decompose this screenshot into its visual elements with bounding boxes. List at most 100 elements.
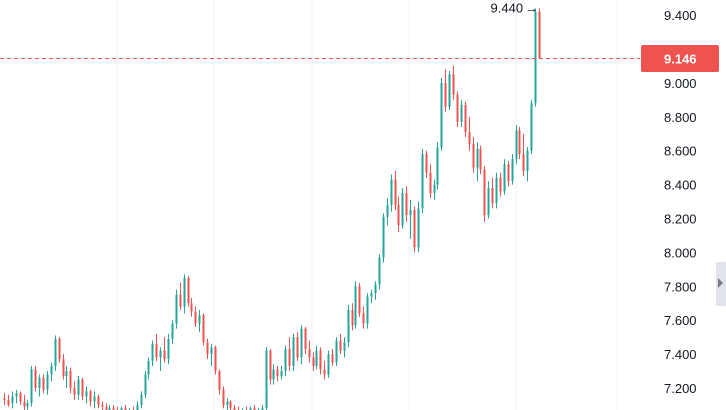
candle[interactable] [233,404,236,410]
candle[interactable] [503,159,506,195]
candle[interactable] [242,408,244,410]
candle[interactable] [190,298,193,317]
candle[interactable] [460,99,463,127]
candle[interactable] [354,281,357,329]
candle[interactable] [425,150,428,178]
candle[interactable] [351,303,354,331]
candle[interactable] [54,335,57,372]
candle[interactable] [319,347,322,375]
candle[interactable] [26,399,29,410]
candle[interactable] [136,401,139,410]
candle[interactable] [433,179,436,200]
candle[interactable] [429,164,432,199]
candle[interactable] [3,393,6,405]
candle[interactable] [50,362,53,382]
candle[interactable] [507,160,510,187]
candle[interactable] [483,165,486,222]
candle[interactable] [487,181,490,219]
candle[interactable] [378,254,381,290]
candle[interactable] [167,333,170,365]
candle[interactable] [284,345,287,377]
candle[interactable] [308,340,311,363]
candle[interactable] [476,142,479,182]
candle[interactable] [464,101,467,138]
candle[interactable] [413,206,416,253]
candle[interactable] [479,145,482,175]
candle[interactable] [34,365,37,392]
candle[interactable] [38,374,41,397]
candle[interactable] [272,364,275,385]
candle[interactable] [522,133,525,177]
candle[interactable] [89,389,92,407]
candle[interactable] [499,172,502,197]
candle[interactable] [343,337,346,358]
candle[interactable] [124,404,127,410]
candle[interactable] [62,354,65,380]
candle[interactable] [85,386,88,404]
candle[interactable] [210,343,213,366]
candle[interactable] [117,406,119,410]
candle[interactable] [468,116,471,151]
candle[interactable] [370,289,373,304]
candle[interactable] [526,147,529,182]
candle[interactable] [155,333,158,361]
candle[interactable] [421,149,424,214]
candle[interactable] [151,340,154,366]
candle[interactable] [374,281,377,300]
candle[interactable] [386,198,389,226]
candle[interactable] [530,99,533,155]
candle[interactable] [214,345,217,375]
candle[interactable] [194,306,197,327]
candle[interactable] [112,404,115,410]
candle[interactable] [140,391,143,409]
candle[interactable] [30,365,33,407]
candle[interactable] [280,365,283,380]
candle[interactable] [394,171,397,211]
candle[interactable] [518,126,521,160]
candle[interactable] [120,406,123,410]
candle[interactable] [347,304,350,348]
candle[interactable] [7,394,10,407]
candle[interactable] [495,172,498,209]
candle[interactable] [323,360,326,380]
candle[interactable] [238,406,240,410]
candle[interactable] [261,404,264,410]
candle[interactable] [253,404,256,410]
candle[interactable] [222,386,225,409]
candle[interactable] [229,399,232,410]
candle[interactable] [97,394,100,409]
candle[interactable] [147,357,150,380]
candle[interactable] [401,187,404,229]
candle[interactable] [246,406,248,410]
candle[interactable] [218,369,221,395]
candle[interactable] [436,142,439,190]
candle[interactable] [296,332,299,361]
candle[interactable] [335,337,338,366]
price-axis[interactable]: 9.4009.2009.0008.8008.6008.4008.2008.000… [664,8,697,396]
candle[interactable] [175,289,178,329]
candle[interactable] [81,377,84,400]
candle[interactable] [366,293,369,329]
candles[interactable] [3,8,541,410]
candle[interactable] [69,367,72,394]
candle[interactable] [362,306,365,329]
candle[interactable] [15,389,18,404]
candle[interactable] [448,71,451,111]
candle[interactable] [46,371,49,395]
candle[interactable] [409,199,412,239]
candle[interactable] [315,345,318,370]
candle[interactable] [198,310,201,333]
candle[interactable] [390,174,393,212]
candle[interactable] [206,338,209,360]
candle[interactable] [538,8,541,60]
candle[interactable] [19,391,22,405]
candle[interactable] [249,406,252,410]
candle[interactable] [171,320,174,344]
candle[interactable] [108,404,111,410]
candle[interactable] [101,401,104,410]
candle[interactable] [265,347,268,410]
candle[interactable] [159,347,162,372]
candle[interactable] [276,365,279,382]
candle[interactable] [358,282,361,317]
candle[interactable] [105,403,108,410]
